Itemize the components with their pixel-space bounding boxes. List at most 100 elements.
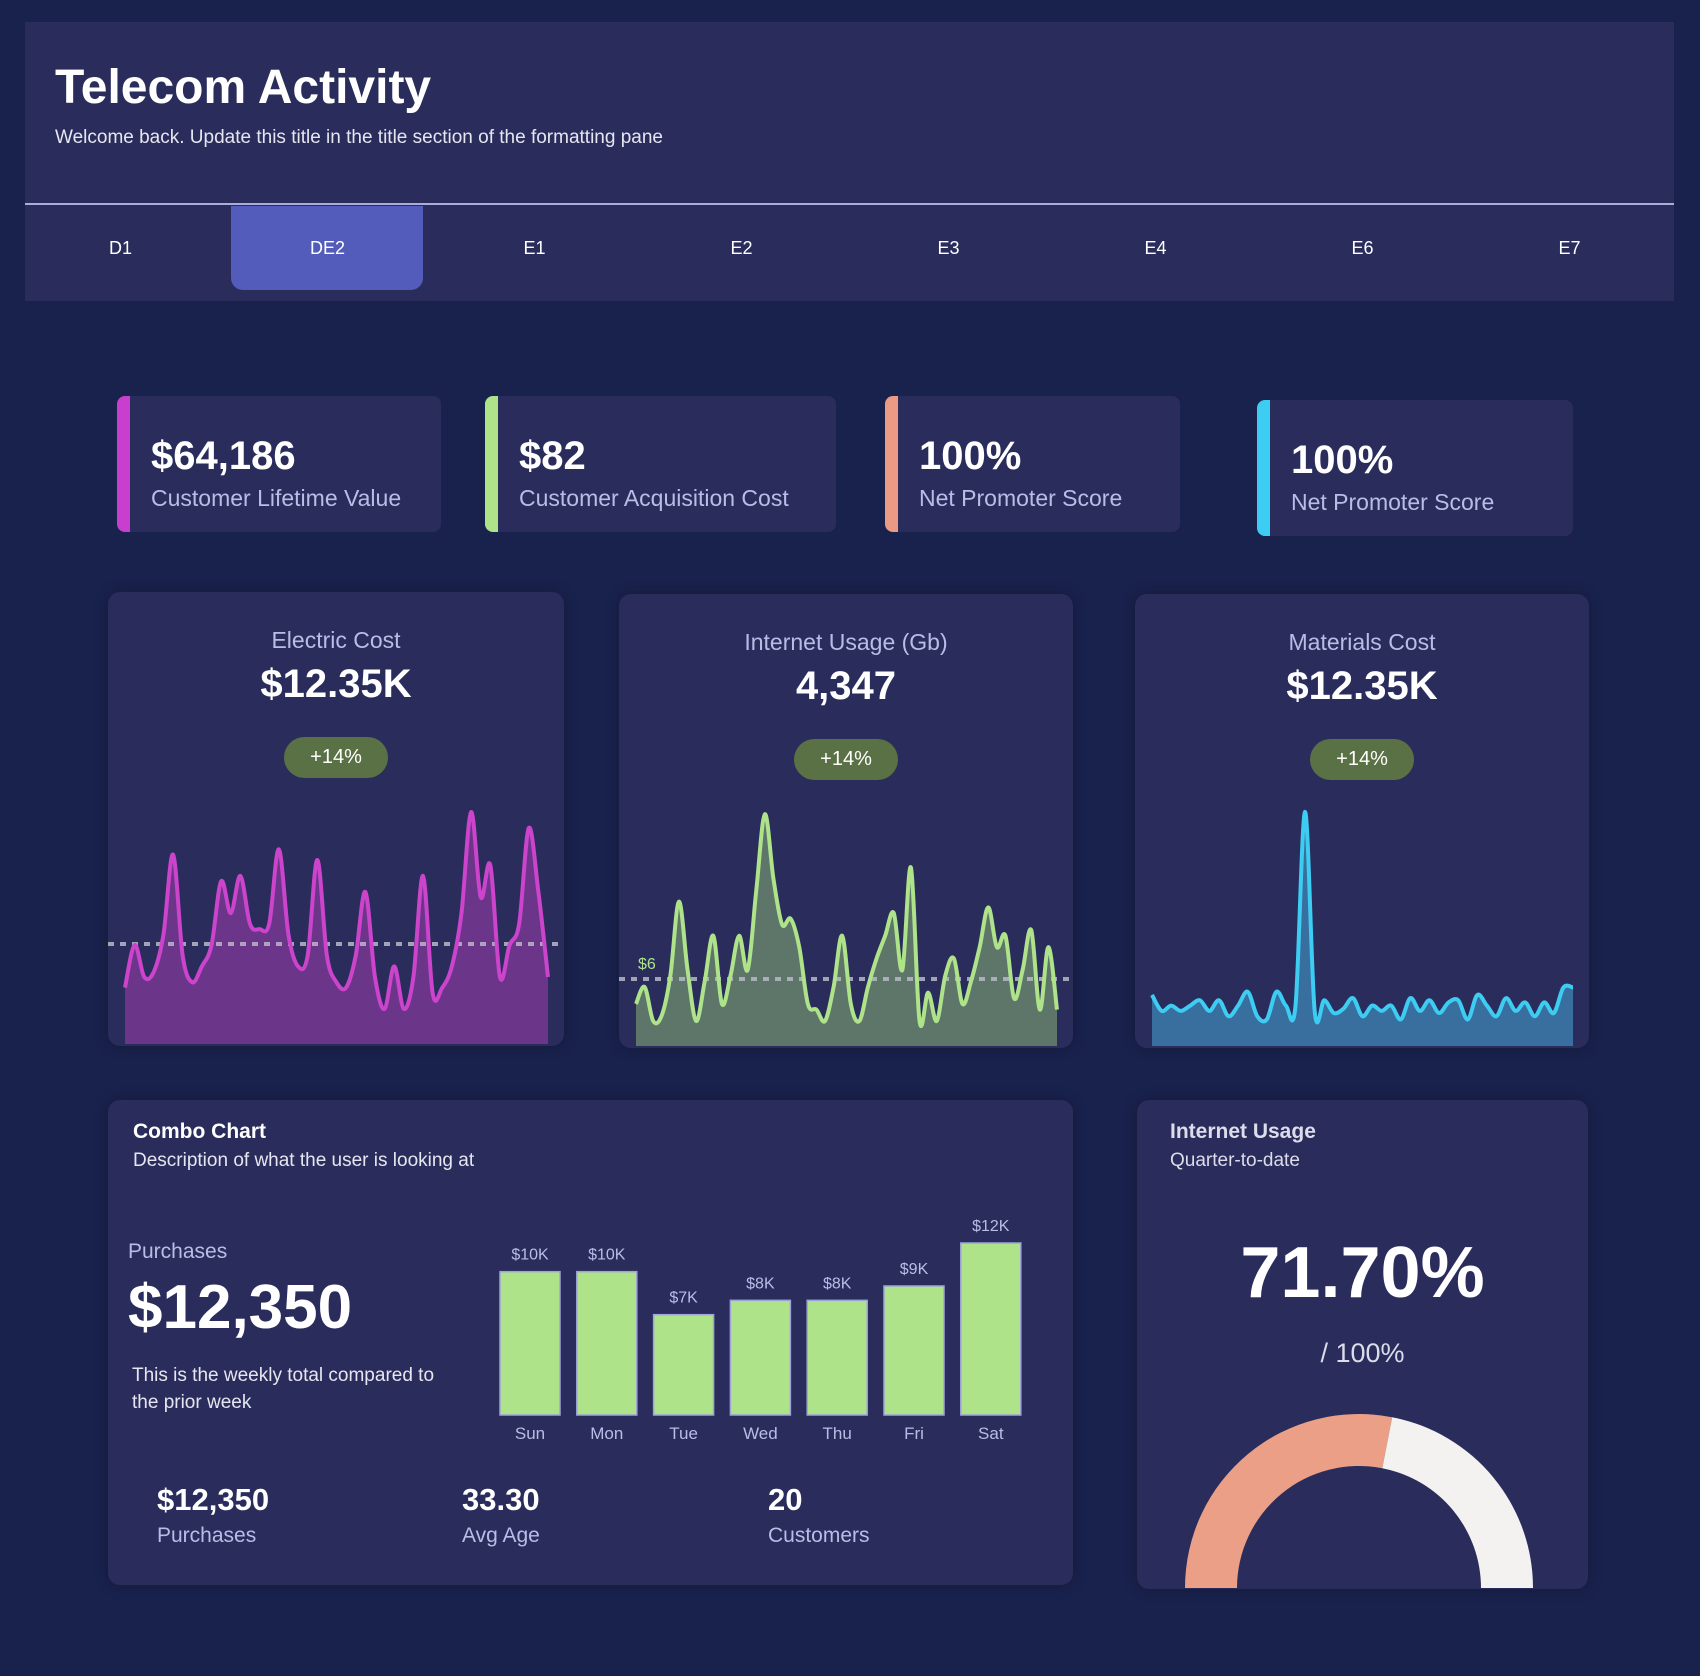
stat-purchases-value: $12,350	[157, 1482, 270, 1517]
kpi-label: Net Promoter Score	[919, 485, 1123, 511]
change-badge: +14%	[1310, 739, 1414, 780]
gauge-remainder-arc	[1382, 1417, 1533, 1588]
reference-label: $6	[638, 956, 656, 973]
purchases-label: Purchases	[128, 1240, 228, 1263]
kpi-accent-bar	[1257, 400, 1270, 536]
gauge-value: 71.70%	[1240, 1233, 1485, 1313]
bar-data-label: $10K	[588, 1247, 626, 1264]
tab-label: DE2	[309, 237, 345, 258]
donut-gauge	[1185, 1414, 1533, 1588]
gauge-title: Internet Usage	[1170, 1120, 1316, 1143]
bar-data-label: $7K	[669, 1290, 698, 1307]
sparkline-chart	[108, 810, 564, 1044]
bar-chart: $10K Sun $10K Mon $7K Tue $8K Wed $8K Thu $9K Fri $1…	[499, 1218, 1022, 1443]
electric-cost-card: Electric Cost $12.35K +14%	[108, 592, 564, 1046]
kpi-label: Net Promoter Score	[1291, 489, 1495, 515]
internet-usage-card: Internet Usage (Gb) 4,347 +14% $6	[619, 594, 1073, 1048]
stat-customers-label: Customers	[768, 1524, 870, 1547]
sparkline-area	[125, 812, 548, 1044]
sparkline-area	[1152, 811, 1573, 1046]
sparkline-line	[123, 810, 550, 1011]
tab-de2[interactable]: DE2	[224, 206, 431, 290]
gauge-value-arc	[1185, 1414, 1393, 1588]
tab-e4[interactable]: E4	[1052, 206, 1259, 290]
sparkline-chart: $6	[619, 812, 1073, 1046]
tab-e3[interactable]: E3	[845, 206, 1052, 290]
gauge-max: / 100%	[1320, 1338, 1405, 1368]
change-badge: +14%	[794, 739, 898, 780]
x-tick-label: Fri	[904, 1424, 924, 1443]
sparkline-line	[1150, 809, 1574, 1025]
kpi-card: $82 Customer Acquisition Cost	[485, 396, 836, 532]
kpi-accent-bar	[885, 396, 898, 532]
change-badge: +14%	[284, 737, 388, 778]
stat-customers-value: 20	[768, 1482, 803, 1517]
stat-purchases-label: Purchases	[157, 1524, 257, 1547]
combo-title: Combo Chart	[133, 1120, 266, 1143]
sparkline-area	[636, 814, 1057, 1046]
card-title: Electric Cost	[271, 627, 401, 653]
page-title: Telecom Activity	[55, 61, 432, 114]
bar-thu	[806, 1299, 868, 1416]
kpi-value: 100%	[919, 434, 1022, 478]
kpi-card: $64,186 Customer Lifetime Value	[117, 396, 441, 532]
purchases-value: $12,350	[128, 1273, 353, 1342]
tab-e1[interactable]: E1	[431, 206, 638, 290]
tab-label: D1	[108, 237, 132, 258]
kpi-value: $64,186	[151, 434, 296, 478]
x-tick-label: Tue	[669, 1424, 698, 1443]
sparkline-line	[634, 812, 1059, 1028]
bar-mon	[576, 1270, 638, 1416]
x-tick-label: Sat	[978, 1424, 1004, 1443]
tab-e6[interactable]: E6	[1259, 206, 1466, 290]
page-subtitle: Welcome back. Update this title in the t…	[55, 127, 663, 148]
bar-tue	[652, 1313, 715, 1416]
kpi-value: 100%	[1291, 438, 1394, 482]
x-tick-label: Sun	[515, 1424, 545, 1443]
card-title: Internet Usage (Gb)	[744, 629, 948, 655]
tab-e2[interactable]: E2	[638, 206, 845, 290]
bar-data-label: $12K	[972, 1218, 1010, 1235]
tab-e7[interactable]: E7	[1466, 206, 1673, 290]
combo-subtitle: Description of what the user is looking …	[133, 1150, 475, 1171]
gauge-subtitle: Quarter-to-date	[1170, 1150, 1300, 1171]
divider	[25, 203, 1674, 205]
combo-chart-card: Combo Chart Description of what the user…	[108, 1100, 1073, 1585]
materials-cost-card: Materials Cost $12.35K +14%	[1135, 594, 1589, 1048]
purchases-description: This is the weekly total compared to the…	[132, 1365, 435, 1413]
x-tick-label: Wed	[743, 1424, 778, 1443]
x-tick-label: Thu	[823, 1424, 852, 1443]
kpi-card: 100% Net Promoter Score	[1257, 400, 1573, 536]
card-title: Materials Cost	[1288, 629, 1436, 655]
bar-data-label: $8K	[823, 1275, 852, 1292]
bar-fri	[883, 1285, 945, 1416]
card-value: $12.35K	[1286, 664, 1438, 708]
internet-usage-gauge-card: Internet Usage Quarter-to-date 71.70% / …	[1137, 1100, 1588, 1589]
tab-label: E6	[1351, 237, 1374, 258]
stat-avg-age-value: 33.30	[462, 1482, 540, 1517]
bar-sat	[960, 1242, 1022, 1416]
kpi-accent-bar	[117, 396, 130, 532]
header: Telecom Activity Welcome back. Update th…	[25, 22, 1674, 301]
tab-label: E4	[1144, 237, 1167, 258]
tab-label: E7	[1558, 237, 1581, 258]
tab-bar: D1 DE2 E1 E2 E3 E4 E6 E7	[17, 206, 1673, 290]
kpi-accent-bar	[485, 396, 498, 532]
card-value: $12.35K	[260, 662, 412, 706]
tab-label: E3	[937, 237, 960, 258]
bar-data-label: $10K	[511, 1247, 549, 1264]
stat-avg-age-label: Avg Age	[462, 1524, 540, 1547]
kpi-value: $82	[519, 434, 586, 478]
x-tick-label: Mon	[590, 1424, 623, 1443]
tab-d1[interactable]: D1	[17, 206, 224, 290]
tab-label: E1	[523, 237, 546, 258]
kpi-card: 100% Net Promoter Score	[885, 396, 1180, 532]
kpi-label: Customer Acquisition Cost	[519, 485, 789, 511]
tab-label: E2	[730, 237, 753, 258]
bar-sun	[499, 1270, 561, 1416]
sparkline-chart	[1150, 809, 1574, 1046]
bar-data-label: $8K	[746, 1275, 775, 1292]
bar-data-label: $9K	[900, 1261, 929, 1278]
card-value: 4,347	[795, 664, 897, 708]
kpi-label: Customer Lifetime Value	[151, 485, 402, 511]
